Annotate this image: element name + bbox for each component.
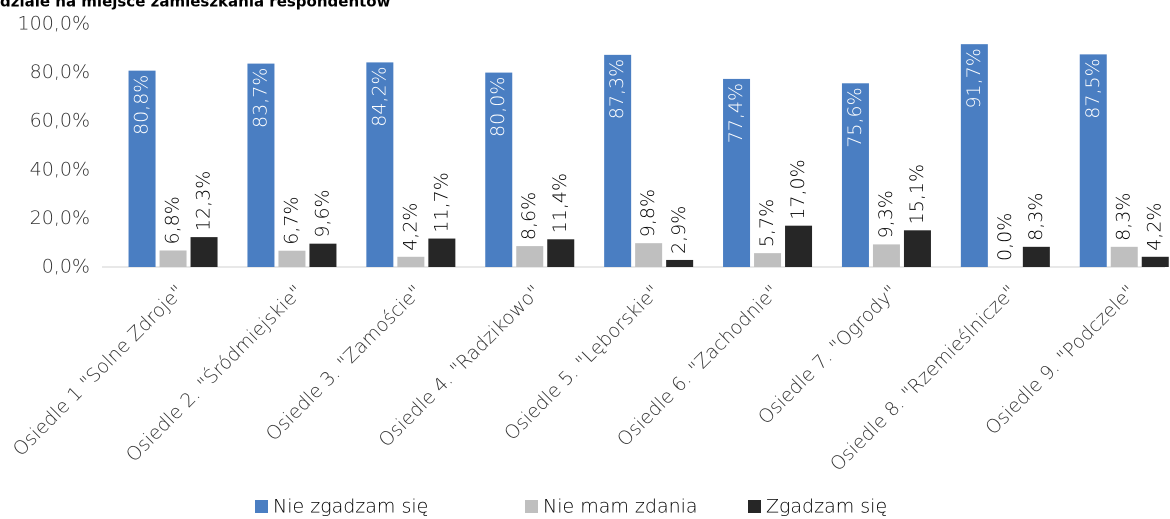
bar (547, 239, 575, 267)
bar (723, 78, 751, 267)
bar (635, 243, 663, 267)
bar (428, 238, 456, 267)
bar (1110, 246, 1138, 267)
y-tick-label: 0,0% (42, 256, 90, 278)
bar (1022, 246, 1050, 267)
data-label: 75,6% (844, 87, 866, 147)
data-label: 91,7% (963, 48, 985, 108)
legend-label: Nie mam zdania (543, 496, 698, 518)
y-tick-label: 80,0% (30, 61, 90, 83)
data-label: 8,3% (1025, 193, 1047, 241)
y-tick-label: 100,0% (18, 13, 90, 35)
bar (309, 243, 337, 267)
data-label: 2,9% (668, 206, 690, 254)
data-label: 87,3% (606, 59, 628, 119)
bar (190, 237, 218, 267)
bar (666, 259, 694, 267)
y-tick-label: 60,0% (30, 110, 90, 132)
y-tick-label: 20,0% (30, 207, 90, 229)
data-label: 11,7% (430, 172, 452, 232)
data-label: 12,3% (193, 171, 215, 231)
data-label: 8,3% (1113, 193, 1135, 241)
data-label: 9,8% (637, 189, 659, 237)
bar (785, 225, 813, 267)
bar (604, 54, 632, 268)
bar (516, 246, 544, 267)
data-label: 9,6% (311, 189, 333, 237)
data-label: 84,2% (368, 66, 390, 126)
bar (397, 256, 425, 267)
data-label: 11,4% (549, 173, 571, 233)
data-label: 87,5% (1082, 58, 1104, 118)
bar (754, 253, 782, 267)
legend-swatch (748, 500, 761, 513)
data-label: 9,3% (875, 190, 897, 238)
data-label: 15,1% (906, 164, 928, 224)
data-label: 6,7% (280, 196, 302, 244)
legend-label: Zgadzam się (766, 496, 887, 518)
data-label: 80,8% (131, 75, 153, 135)
bar (159, 250, 187, 267)
bar (960, 44, 988, 267)
y-tick-label: 40,0% (30, 158, 90, 180)
data-label: 17,0% (787, 159, 809, 219)
chart-title: dziale na miejsce zamieszkania responden… (0, 0, 391, 11)
bar (1079, 54, 1107, 267)
data-label: 5,7% (756, 199, 778, 247)
bar (128, 70, 156, 267)
data-label: 8,6% (518, 192, 540, 240)
data-label: 77,4% (725, 83, 747, 143)
legend-label: Nie zgadzam się (273, 496, 428, 518)
bar (1141, 256, 1169, 267)
bar (872, 244, 900, 267)
data-label: 4,2% (1144, 203, 1166, 251)
bar (247, 63, 275, 267)
bar (485, 72, 513, 267)
bar (366, 62, 394, 268)
legend-swatch (255, 500, 268, 513)
data-label: 6,8% (162, 196, 184, 244)
data-label: 0,0% (994, 213, 1016, 261)
data-label: 4,2% (399, 203, 421, 251)
data-label: 83,7% (249, 68, 271, 128)
x-tick-label: Osiedle 8. "Rzemieślnicze" (826, 281, 1021, 476)
bar (841, 83, 869, 268)
legend-swatch (525, 500, 538, 513)
bar (903, 230, 931, 267)
bar (278, 250, 306, 267)
data-label: 80,0% (487, 77, 509, 137)
